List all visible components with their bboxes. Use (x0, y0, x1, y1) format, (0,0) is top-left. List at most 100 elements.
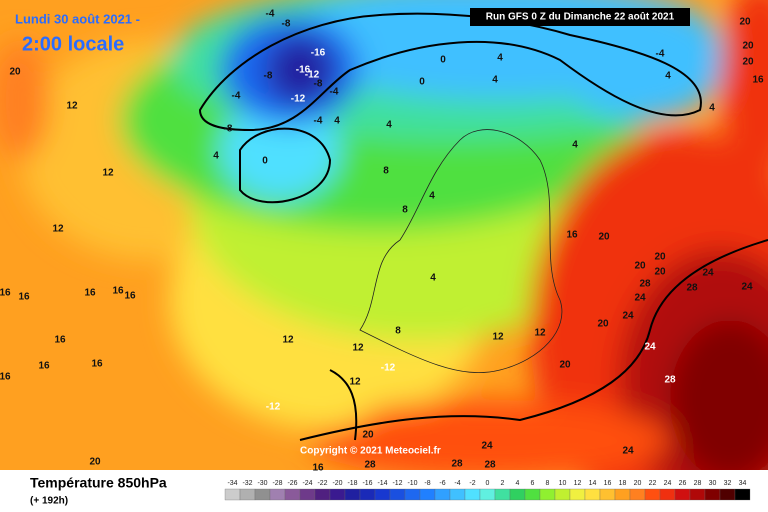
scale-swatch (329, 488, 346, 501)
scale-label: -28 (272, 480, 282, 487)
contour-label: 16 (312, 463, 324, 474)
contour-label: 20 (89, 457, 101, 468)
scale-label: -20 (332, 480, 342, 487)
scale-label: 14 (589, 480, 597, 487)
contour-label: 4 (497, 53, 503, 64)
copyright: Copyright © 2021 Meteociel.fr (300, 446, 441, 457)
contour-label: 16 (91, 359, 103, 370)
scale-label: 24 (664, 480, 672, 487)
contour-label: 12 (534, 328, 546, 339)
scale-label: -14 (377, 480, 387, 487)
scale-swatch (539, 488, 556, 501)
contour-label: 12 (52, 224, 64, 235)
contour-label: -12 (305, 70, 320, 81)
scale-swatch (419, 488, 436, 501)
scale-label: -12 (392, 480, 402, 487)
scale-label: 28 (694, 480, 702, 487)
scale-label: -2 (469, 480, 475, 487)
contour-label: 16 (54, 335, 66, 346)
contour-label: 28 (686, 283, 698, 294)
contour-label: 20 (9, 67, 21, 78)
contour-label: 20 (634, 261, 646, 272)
footer-title: Température 850hPa (30, 475, 167, 491)
contour-label: 28 (451, 459, 463, 470)
contour-label: 16 (0, 288, 11, 299)
contour-label: 20 (654, 252, 666, 263)
contour-label: 0 (419, 77, 425, 88)
contour-label: 20 (654, 267, 666, 278)
scale-swatch (554, 488, 571, 501)
contour-label: 12 (352, 343, 364, 354)
scale-label: -24 (302, 480, 312, 487)
scale-swatch (599, 488, 616, 501)
footer-lead: (+ 192h) (30, 496, 68, 507)
contour-label: 20 (597, 319, 609, 330)
scale-label: -26 (287, 480, 297, 487)
scale-label: 4 (516, 480, 520, 487)
scale-label: 22 (649, 480, 657, 487)
scale-swatch (404, 488, 421, 501)
scale-swatch (434, 488, 451, 501)
contour-label: -12 (381, 363, 396, 374)
scale-label: 32 (724, 480, 732, 487)
scale-label: 34 (739, 480, 747, 487)
scale-swatch (284, 488, 301, 501)
contour-label: 12 (282, 335, 294, 346)
scale-label: 16 (604, 480, 612, 487)
scale-swatch (494, 488, 511, 501)
scale-swatch (464, 488, 481, 501)
scale-label: -6 (439, 480, 445, 487)
contour-label: 4 (572, 140, 578, 151)
contour-label: 0 (262, 156, 268, 167)
scale-label: -22 (317, 480, 327, 487)
scale-swatch (674, 488, 691, 501)
contour-label: 12 (492, 332, 504, 343)
scale-label: 12 (574, 480, 582, 487)
contour-label: -8 (224, 124, 233, 135)
scale-swatch (569, 488, 586, 501)
scale-swatch (614, 488, 631, 501)
contour-label: -8 (264, 71, 273, 82)
contour-label: 4 (213, 151, 219, 162)
scale-swatch (269, 488, 286, 501)
contour-label: 20 (559, 360, 571, 371)
contour-label: 4 (709, 103, 715, 114)
scale-swatch (344, 488, 361, 501)
scale-label: 30 (709, 480, 717, 487)
contour-label: 16 (112, 286, 124, 297)
contour-label: -4 (656, 49, 665, 60)
contour-label: 24 (622, 311, 634, 322)
scale-swatch (644, 488, 661, 501)
contour-label: -4 (232, 91, 241, 102)
contour-label: 16 (124, 291, 136, 302)
contour-label: -8 (314, 79, 323, 90)
scale-swatch (239, 488, 256, 501)
contour-label: 12 (66, 101, 78, 112)
contour-label: 24 (644, 342, 656, 353)
time-line: 2:00 locale (22, 33, 124, 55)
contour-label: -4 (266, 9, 275, 20)
scale-label: -4 (454, 480, 460, 487)
contour-label: 16 (84, 288, 96, 299)
contour-label: 4 (386, 120, 392, 131)
scale-swatch (584, 488, 601, 501)
contour-label: -12 (291, 94, 306, 105)
contour-label: 20 (739, 17, 751, 28)
contour-label: 12 (349, 377, 361, 388)
contour-label: 20 (362, 430, 374, 441)
contour-label: 28 (484, 460, 496, 471)
date-line: Lundi 30 août 2021 - (15, 11, 140, 26)
scale-swatch (719, 488, 736, 501)
scale-label: -18 (347, 480, 357, 487)
contour-label: 24 (741, 282, 753, 293)
run-text: Run GFS 0 Z du Dimanche 22 août 2021 (486, 12, 675, 23)
scale-label: 26 (679, 480, 687, 487)
contour-label: 16 (566, 230, 578, 241)
scale-label: -16 (362, 480, 372, 487)
scale-label: -34 (227, 480, 237, 487)
contour-label: 12 (102, 168, 114, 179)
scale-swatch (509, 488, 526, 501)
run-box (470, 8, 690, 26)
contour-label: 28 (639, 279, 651, 290)
